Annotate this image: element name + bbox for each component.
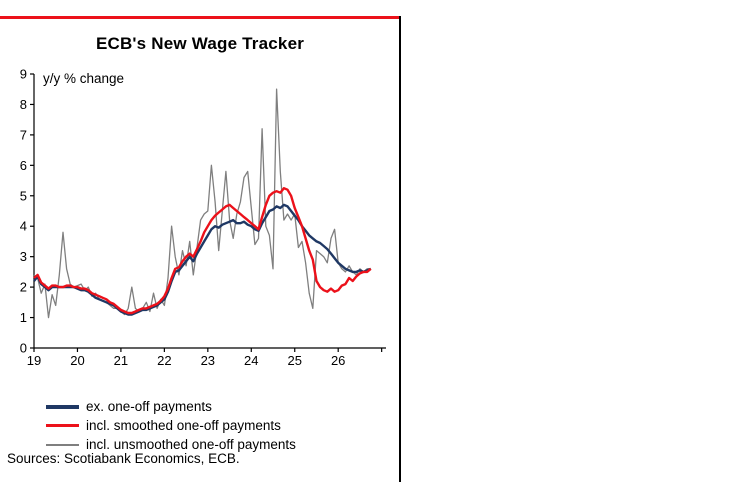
legend-line-swatch-gray xyxy=(46,443,79,446)
svg-text:7: 7 xyxy=(20,127,27,142)
svg-text:24: 24 xyxy=(244,353,258,368)
svg-text:2: 2 xyxy=(20,280,27,295)
svg-text:23: 23 xyxy=(201,353,215,368)
svg-text:9: 9 xyxy=(20,67,27,82)
legend-label-unsmoothed: incl. unsmoothed one-off payments xyxy=(86,437,296,452)
chart-title: ECB's New Wage Tracker xyxy=(95,34,305,53)
svg-text:1: 1 xyxy=(20,310,27,325)
panel-divider xyxy=(399,16,401,482)
svg-text:8: 8 xyxy=(20,97,27,112)
svg-text:26: 26 xyxy=(331,353,345,368)
svg-text:25: 25 xyxy=(288,353,302,368)
legend-item-unsmoothed: incl. unsmoothed one-off payments xyxy=(46,435,296,454)
legend-item-ex-one-off: ex. one-off payments xyxy=(46,397,296,416)
legend-line-swatch-red xyxy=(46,424,79,427)
svg-text:0: 0 xyxy=(20,341,27,356)
legend-line-swatch-blue xyxy=(46,404,79,409)
legend-label-ex-one-off: ex. one-off payments xyxy=(86,399,212,414)
svg-text:4: 4 xyxy=(20,219,27,234)
legend-item-smoothed: incl. smoothed one-off payments xyxy=(46,416,296,435)
sources-note: Sources: Scotiabank Economics, ECB. xyxy=(7,451,240,466)
panel-top-rule xyxy=(0,16,401,19)
svg-text:6: 6 xyxy=(20,158,27,173)
chart-legend: ex. one-off payments incl. smoothed one-… xyxy=(46,397,296,454)
svg-text:22: 22 xyxy=(157,353,171,368)
svg-text:5: 5 xyxy=(20,188,27,203)
legend-label-smoothed: incl. smoothed one-off payments xyxy=(86,418,281,433)
svg-text:21: 21 xyxy=(114,353,128,368)
svg-text:19: 19 xyxy=(27,353,41,368)
svg-text:3: 3 xyxy=(20,249,27,264)
svg-text:y/y % change: y/y % change xyxy=(43,71,124,86)
svg-text:20: 20 xyxy=(70,353,84,368)
